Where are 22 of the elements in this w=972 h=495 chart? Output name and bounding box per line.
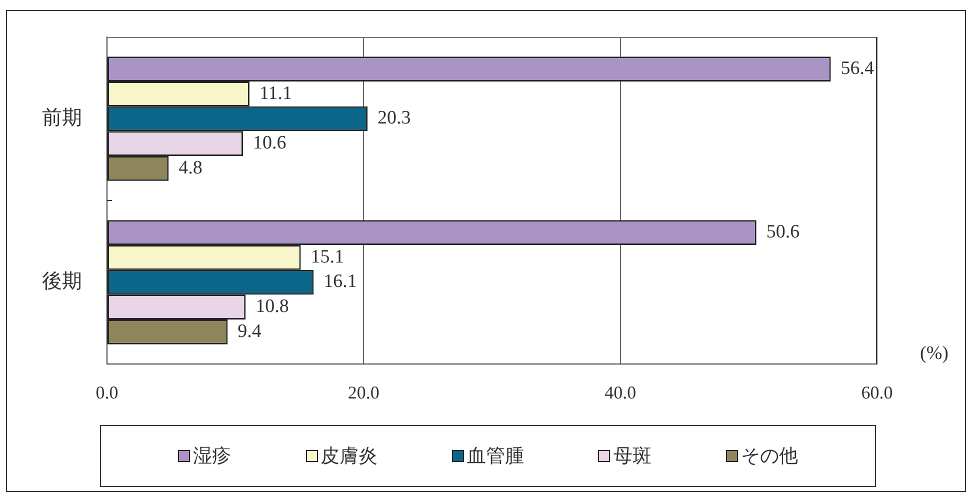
legend-label: 湿疹 xyxy=(193,445,232,469)
data-label: 9.4 xyxy=(238,320,262,342)
data-label: 10.6 xyxy=(253,132,286,154)
legend-label: 皮膚炎 xyxy=(320,445,378,469)
legend-label: その他 xyxy=(740,445,798,469)
y-tick-label: 後期 xyxy=(42,270,82,292)
data-label: 15.1 xyxy=(310,246,344,268)
x-tick-label: 60.0 xyxy=(861,382,893,403)
x-tick-label: 20.0 xyxy=(348,382,380,403)
x-tick-label: 0.0 xyxy=(96,382,118,403)
y-tick-label: 前期 xyxy=(42,107,82,129)
data-label: 16.1 xyxy=(324,271,357,292)
data-label: 56.4 xyxy=(840,58,875,80)
data-label: 50.6 xyxy=(766,222,800,243)
legend-label: 血管腫 xyxy=(466,445,524,469)
x-tick-label: 40.0 xyxy=(604,382,636,403)
data-label: 10.8 xyxy=(256,296,289,318)
data-label: 4.8 xyxy=(178,157,202,178)
x-axis-title: (%) xyxy=(920,342,948,364)
legend-label: 母斑 xyxy=(613,445,652,469)
data-label: 11.1 xyxy=(259,82,292,104)
data-label: 20.3 xyxy=(378,108,411,129)
